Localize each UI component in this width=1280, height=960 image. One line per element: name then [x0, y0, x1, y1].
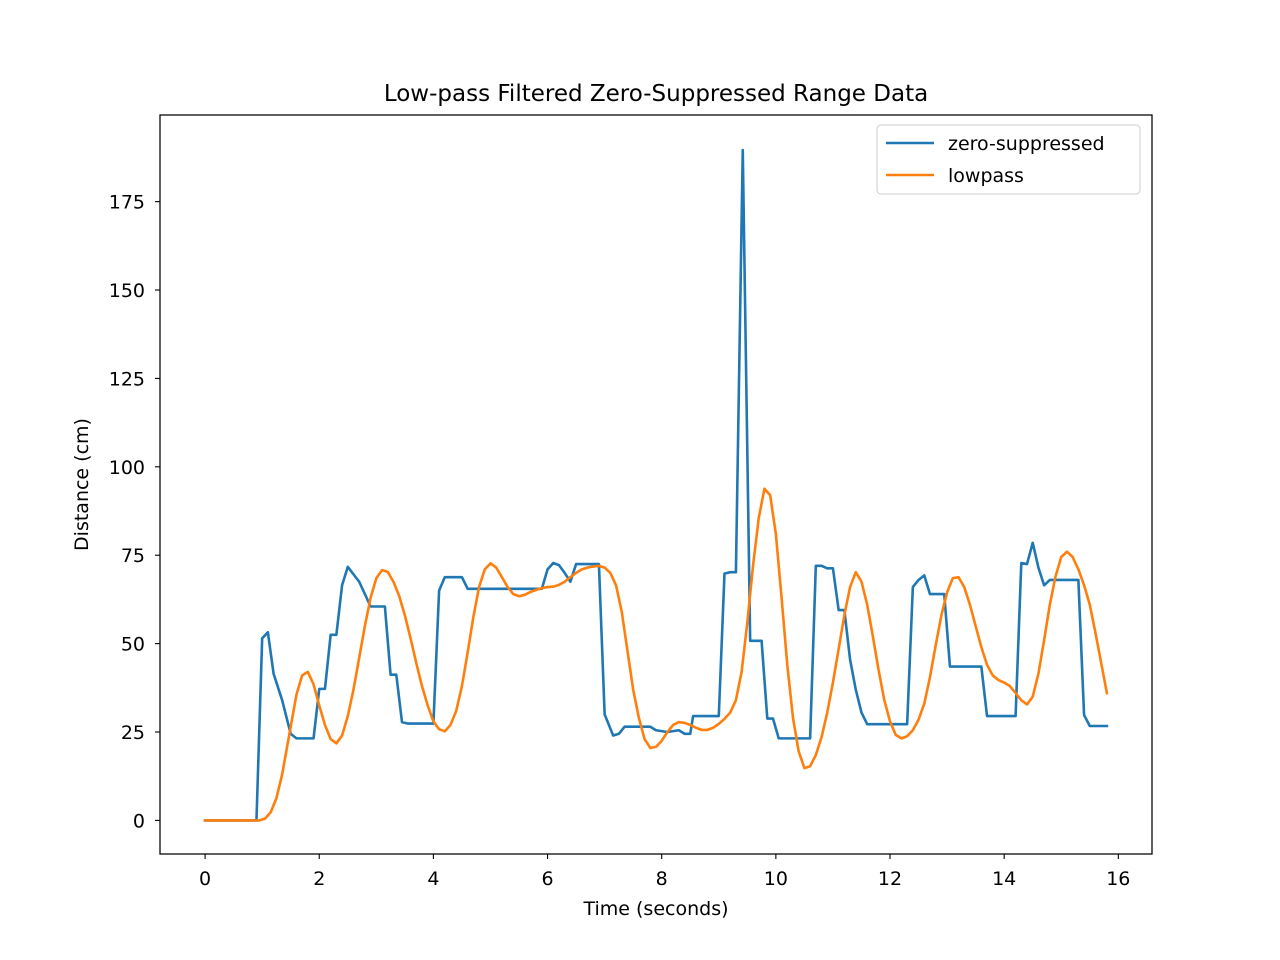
y-tick-label: 125	[109, 368, 145, 390]
plot-area	[159, 114, 1153, 855]
y-axis: 0 25 50 75 100 125 150 175	[109, 192, 160, 832]
x-tick-label: 16	[1106, 868, 1130, 890]
legend-label-zero-suppressed: zero-suppressed	[948, 133, 1105, 155]
chart-title: Low-pass Filtered Zero-Suppressed Range …	[384, 81, 928, 107]
x-tick-label: 0	[199, 868, 211, 890]
x-axis-label: Time (seconds)	[582, 898, 728, 920]
series-line-zero-suppressed	[203, 148, 1109, 822]
y-tick-label: 175	[109, 192, 145, 214]
legend-label-lowpass: lowpass	[948, 165, 1024, 187]
y-tick-label: 0	[133, 810, 145, 832]
y-tick-label: 150	[109, 280, 145, 302]
x-tick-label: 2	[313, 868, 325, 890]
x-tick-label: 4	[427, 868, 439, 890]
legend-box	[876, 124, 1141, 195]
y-axis-label: Distance (cm)	[71, 418, 93, 551]
x-tick-label: 14	[992, 868, 1016, 890]
y-tick-label: 75	[121, 545, 145, 567]
x-axis: 0 2 4 6 8 10 12 14 16	[199, 854, 1130, 890]
y-tick-label: 25	[121, 722, 145, 744]
plot-frame	[159, 114, 1153, 855]
legend: zero-suppressed lowpass	[876, 124, 1141, 195]
x-tick-label: 12	[878, 868, 902, 890]
y-tick-label: 50	[121, 634, 145, 656]
x-tick-label: 6	[542, 868, 554, 890]
x-tick-label: 10	[764, 868, 788, 890]
x-tick-label: 8	[656, 868, 668, 890]
series-lines	[203, 148, 1109, 822]
y-tick-label: 100	[109, 457, 145, 479]
series-line-lowpass	[203, 487, 1109, 822]
